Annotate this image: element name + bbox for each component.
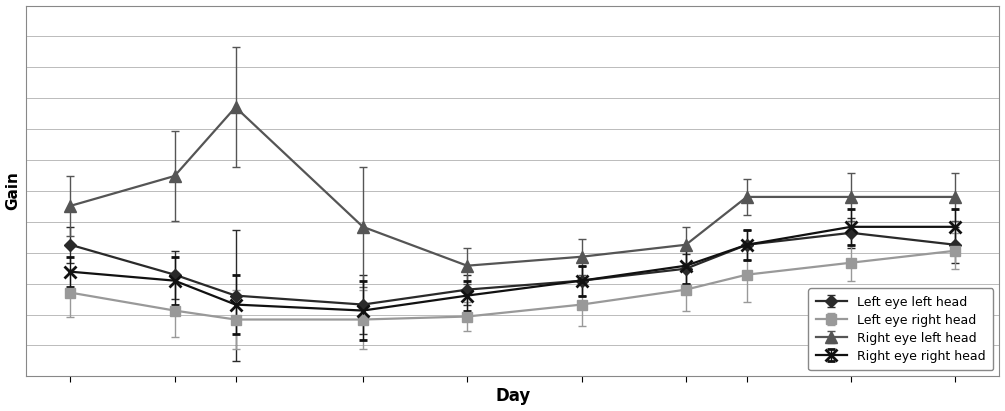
- X-axis label: Day: Day: [495, 388, 531, 405]
- Legend: Left eye left head, Left eye right head, Right eye left head, Right eye right he: Left eye left head, Left eye right head,…: [808, 288, 993, 370]
- Y-axis label: Gain: Gain: [6, 171, 20, 210]
